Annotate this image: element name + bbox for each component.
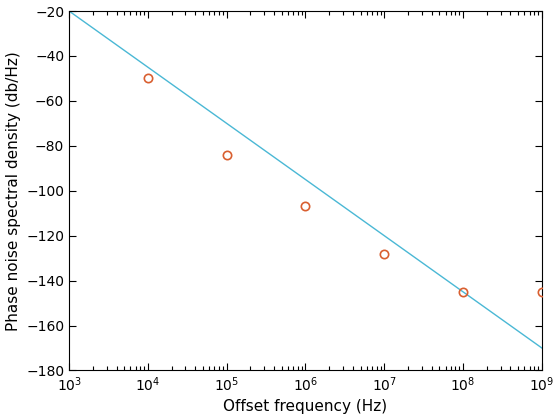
Y-axis label: Phase noise spectral density (db/Hz): Phase noise spectral density (db/Hz)	[6, 51, 21, 331]
X-axis label: Offset frequency (Hz): Offset frequency (Hz)	[223, 399, 388, 415]
